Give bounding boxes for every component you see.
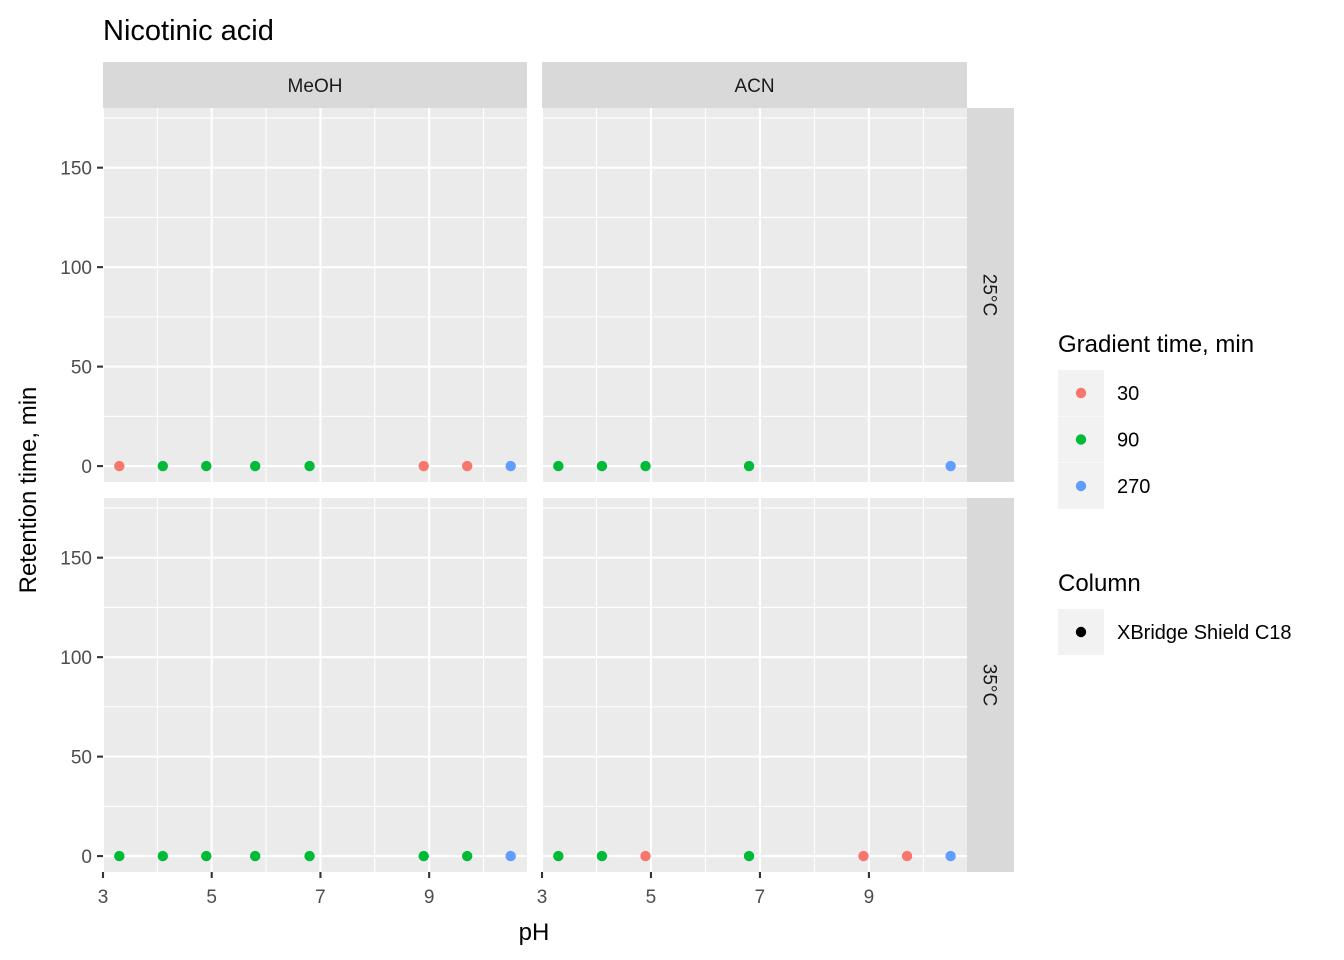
data-point — [250, 460, 261, 472]
data-point — [418, 850, 429, 862]
panel-background — [542, 498, 967, 872]
y-tick-label: 0 — [81, 457, 92, 478]
facet-row-label: 35°C — [979, 664, 1000, 706]
x-tick-label: 3 — [537, 887, 548, 908]
legend-label: 270 — [1117, 476, 1150, 498]
facet-strip-acn — [542, 62, 967, 108]
facet-strip-label: ACN — [734, 76, 774, 97]
x-tick-label: 9 — [864, 887, 875, 908]
data-point — [505, 460, 516, 472]
data-point — [157, 850, 168, 862]
legend-key-dot — [1075, 434, 1087, 445]
data-point — [945, 460, 956, 472]
data-point — [201, 850, 212, 862]
data-point — [640, 850, 651, 862]
data-point — [901, 850, 913, 862]
y-tick-label: 50 — [71, 358, 92, 379]
data-point — [418, 460, 429, 472]
data-point — [743, 460, 755, 472]
x-axis-title: pH — [519, 919, 550, 946]
panel-background — [542, 108, 967, 482]
legend-key-dot — [1075, 387, 1087, 399]
y-tick-label: 50 — [71, 748, 92, 769]
legend-label: 30 — [1117, 383, 1139, 405]
legend-label: 90 — [1117, 430, 1139, 452]
facet-strip-meoh — [103, 62, 527, 108]
x-tick-label: 5 — [206, 887, 217, 908]
x-tick-label: 5 — [646, 887, 657, 908]
legend-key-dot — [1075, 626, 1087, 638]
data-point — [553, 850, 564, 862]
data-point — [596, 850, 608, 862]
legend-title-gradient: Gradient time, min — [1058, 331, 1254, 358]
legend-title-column: Column — [1058, 570, 1141, 597]
facet-row-strip — [967, 498, 1014, 872]
x-tick-label: 3 — [98, 887, 109, 908]
data-point — [553, 460, 564, 472]
data-point — [945, 850, 956, 862]
x-tick-label: 7 — [315, 887, 326, 908]
data-point — [462, 850, 473, 862]
data-point — [157, 460, 168, 472]
data-point — [250, 850, 261, 862]
panel-meoh-top — [101, 108, 527, 482]
data-point — [304, 460, 315, 472]
legend: Gradient time, min 30 90 270 Column XBridge S… — [1058, 331, 1292, 655]
data-point — [462, 460, 473, 472]
y-tick-label: 100 — [60, 648, 92, 669]
y-axis-title: Retention time, min — [15, 387, 42, 594]
panel-acn-bottom — [540, 498, 967, 872]
data-point — [201, 460, 212, 472]
data-point — [304, 850, 315, 862]
data-point — [858, 850, 869, 862]
y-tick-label: 150 — [60, 159, 92, 180]
y-tick-label: 150 — [60, 549, 92, 570]
panel-meoh-bottom — [101, 498, 527, 872]
x-tick-label: 7 — [755, 887, 766, 908]
panel-acn-top — [540, 108, 967, 482]
data-point — [505, 850, 516, 862]
chart-title: Nicotinic acid — [103, 15, 274, 47]
y-tick-label: 0 — [81, 847, 92, 868]
legend-label: XBridge Shield C18 — [1117, 622, 1292, 644]
data-point — [596, 460, 608, 472]
data-point — [114, 850, 125, 862]
facet-strip-label: MeOH — [288, 76, 343, 97]
panel-background — [103, 498, 527, 872]
facet-panels: MeOH ACN 25°C 35°C 0 50 100 150 0 50 100 150 3 5 7 9 3 5 7… — [60, 62, 1014, 908]
data-point — [114, 460, 125, 472]
y-tick-label: 100 — [60, 258, 92, 279]
data-point — [743, 850, 755, 862]
facet-row-label: 25°C — [979, 274, 1000, 316]
data-point — [640, 460, 651, 472]
facet-row-strip — [967, 108, 1014, 482]
legend-key-dot — [1075, 480, 1087, 492]
panel-background — [103, 108, 527, 482]
x-tick-label: 9 — [424, 887, 435, 908]
